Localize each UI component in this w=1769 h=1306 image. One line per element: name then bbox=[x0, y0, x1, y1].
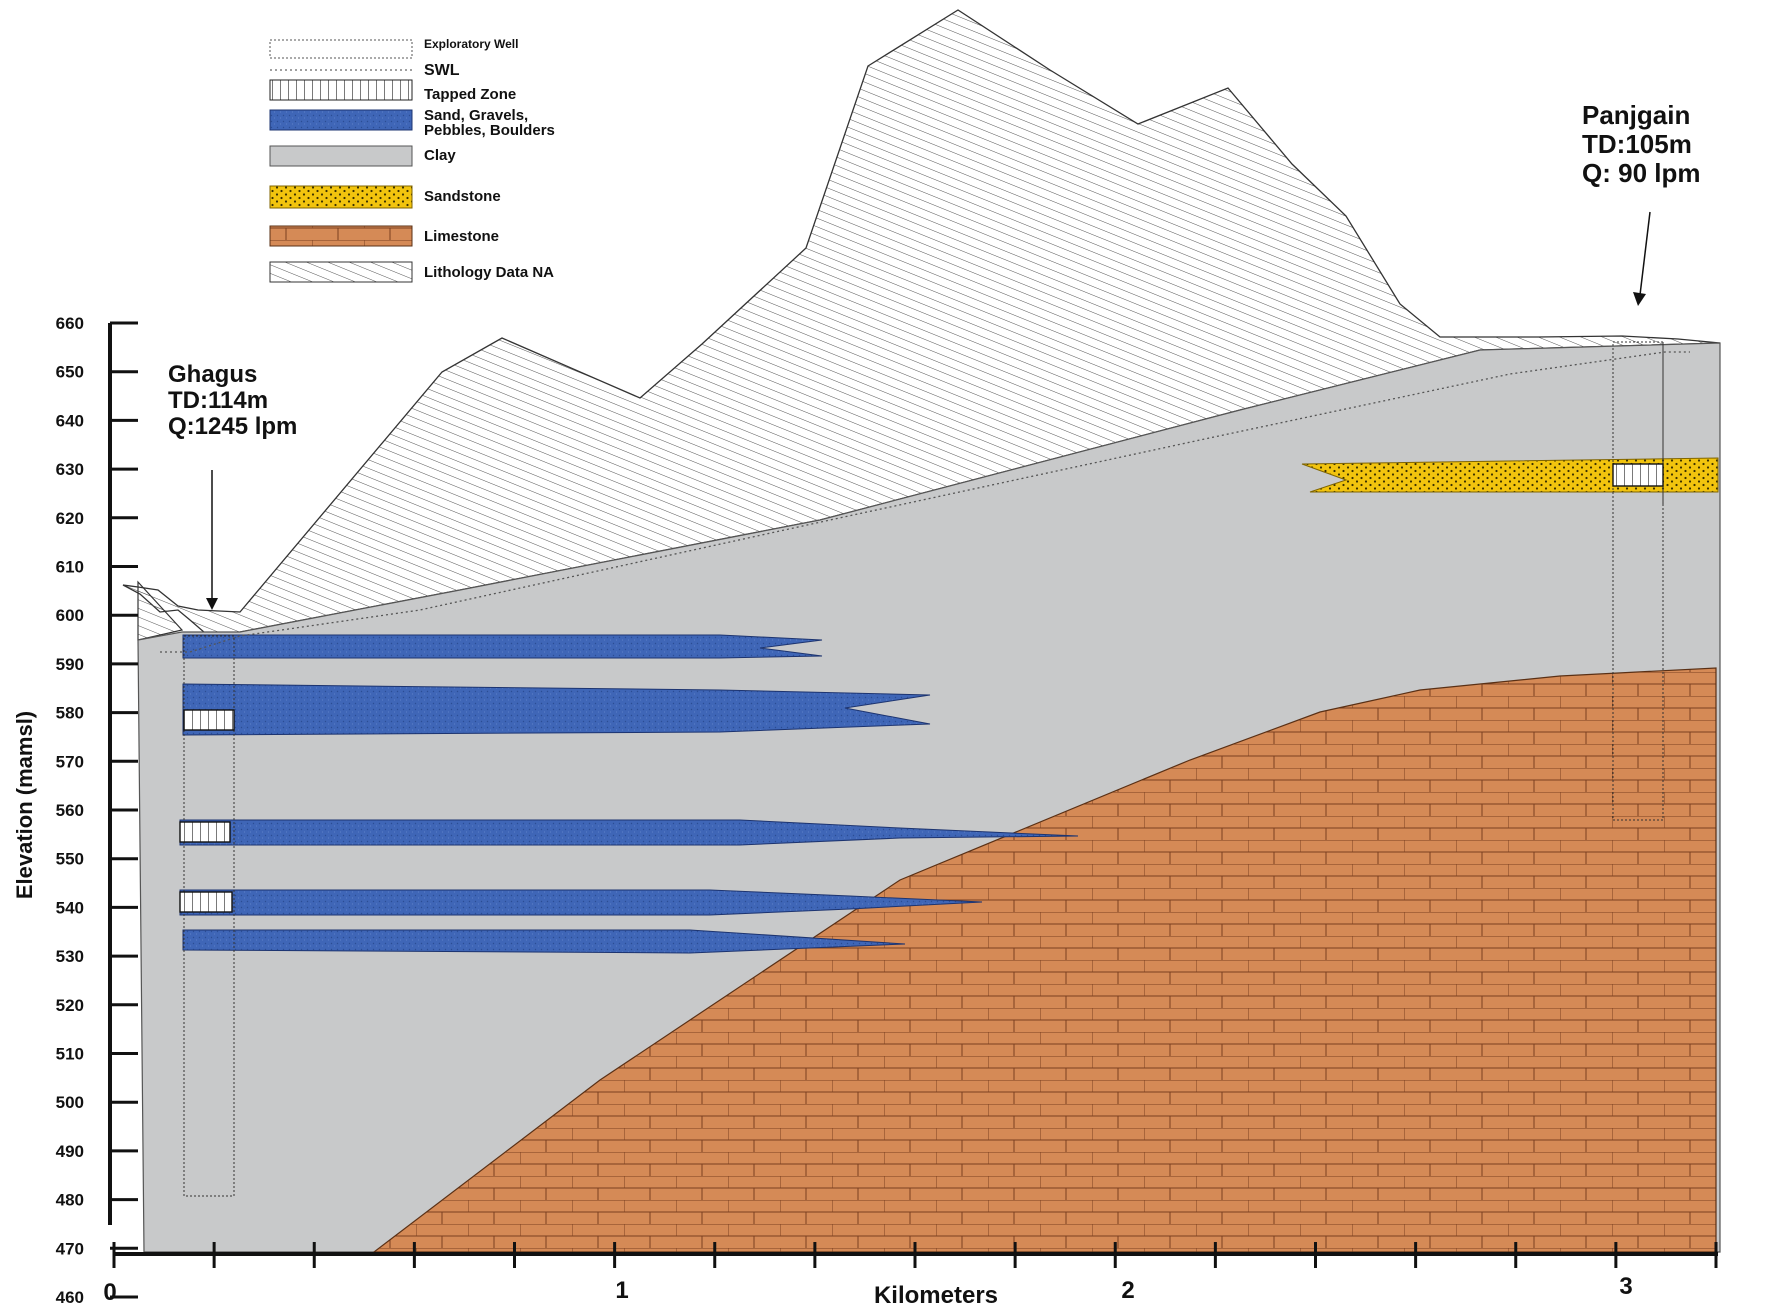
y-tick-label: 570 bbox=[56, 752, 84, 771]
x-axis-label: Kilometers bbox=[874, 1282, 998, 1306]
y-tick-label: 480 bbox=[56, 1191, 84, 1210]
legend-label-sandstone: Sandstone bbox=[424, 188, 501, 205]
legend-swatch-lithology-na bbox=[269, 261, 413, 283]
x-tick-3: 3 bbox=[1619, 1273, 1632, 1300]
y-tick-label: 580 bbox=[56, 704, 84, 723]
ghagus-name: Ghagus bbox=[168, 361, 257, 388]
y-tick-label: 600 bbox=[56, 606, 84, 625]
panjgain-td: TD:105m bbox=[1582, 129, 1692, 159]
panjgain-q: Q: 90 lpm bbox=[1582, 158, 1700, 188]
y-tick-label: 650 bbox=[56, 363, 84, 382]
y-tick-label: 490 bbox=[56, 1142, 84, 1161]
legend-label-sand-2: Pebbles, Boulders bbox=[424, 122, 555, 139]
y-tick-label: 560 bbox=[56, 801, 84, 820]
sand-lens-590 bbox=[182, 634, 823, 659]
x-tick-1: 1 bbox=[615, 1277, 628, 1304]
legend-swatch-sand bbox=[269, 109, 413, 131]
y-tick-label: 630 bbox=[56, 460, 84, 479]
x-tick-2: 2 bbox=[1121, 1277, 1134, 1304]
legend-swatch-sandstone bbox=[269, 185, 413, 209]
tapped-zone-ghagus-552 bbox=[179, 821, 231, 843]
sand-lens-530 bbox=[182, 929, 906, 954]
y-tick-label: 660 bbox=[56, 314, 84, 333]
sand-lens-540 bbox=[179, 889, 983, 916]
y-tick-label: 590 bbox=[56, 655, 84, 674]
legend-label-exploratory-well: Exploratory Well bbox=[424, 37, 518, 51]
well-panjgain-casing bbox=[1612, 341, 1664, 821]
y-tick-label: 470 bbox=[56, 1239, 84, 1258]
legend-label-tapped-zone: Tapped Zone bbox=[424, 86, 516, 103]
y-axis: 660 650 640 630 620 610 600 590 580 570 560 550 540 5… bbox=[12, 314, 138, 1306]
legend-swatch-exploratory-well bbox=[269, 39, 413, 59]
y-ticks: 660 650 640 630 620 610 600 590 580 570 560 550 540 5… bbox=[56, 314, 138, 1306]
y-axis-label: Elevation (mamsl) bbox=[12, 711, 37, 899]
panjgain-name: Panjgain bbox=[1582, 100, 1690, 130]
y-tick-label: 500 bbox=[56, 1093, 84, 1112]
legend-label-limestone: Limestone bbox=[424, 228, 499, 245]
limestone-body bbox=[372, 667, 1717, 1253]
legend-label-lithology-na: Lithology Data NA bbox=[424, 264, 554, 281]
tapped-zone-ghagus-540 bbox=[179, 891, 233, 913]
legend: Exploratory Well SWL Tapped Zone Sand, G… bbox=[269, 37, 555, 283]
legend-label-sand-1: Sand, Gravels, bbox=[424, 107, 528, 124]
legend-swatch-limestone bbox=[269, 225, 413, 247]
y-tick-label: 510 bbox=[56, 1045, 84, 1064]
panjgain-arrow bbox=[1633, 211, 1651, 306]
y-tick-label: 520 bbox=[56, 996, 84, 1015]
y-tick-label: 460 bbox=[56, 1288, 84, 1306]
legend-swatch-tapped-zone bbox=[269, 79, 413, 101]
sand-lens-552 bbox=[179, 819, 1079, 846]
sand-lens-578 bbox=[182, 683, 931, 736]
legend-label-clay: Clay bbox=[424, 147, 456, 164]
lithology-na-wedge-left bbox=[137, 580, 184, 641]
y-tick-label: 530 bbox=[56, 947, 84, 966]
y-tick-label: 640 bbox=[56, 411, 84, 430]
legend-swatch-clay bbox=[269, 145, 413, 167]
x-minor-ticks bbox=[112, 1242, 1718, 1268]
ghagus-q: Q:1245 lpm bbox=[168, 413, 297, 440]
ghagus-td: TD:114m bbox=[168, 387, 268, 414]
y-tick-label: 610 bbox=[56, 558, 84, 577]
tapped-zone-panjgain-625 bbox=[1612, 463, 1664, 487]
tapped-zone-ghagus-578 bbox=[183, 709, 235, 731]
well-ghagus-casing bbox=[183, 635, 235, 1197]
y-tick-label: 620 bbox=[56, 509, 84, 528]
ghagus-arrow bbox=[206, 470, 218, 610]
y-tick-label: 540 bbox=[56, 898, 84, 917]
x-tick-0: 0 bbox=[103, 1279, 116, 1306]
x-axis: 0 1 2 3 Kilometers bbox=[103, 1242, 1718, 1306]
y-tick-label: 550 bbox=[56, 850, 84, 869]
legend-label-swl: SWL bbox=[424, 62, 460, 79]
